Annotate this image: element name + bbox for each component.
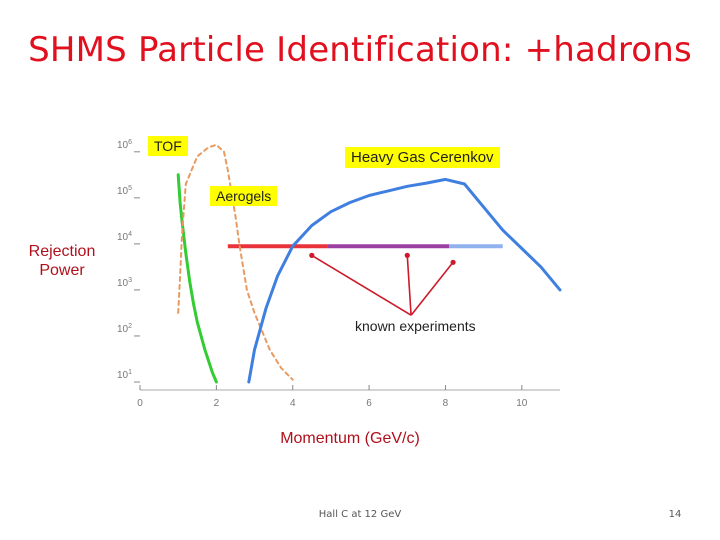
slide-title: SHMS Particle Identification: +hadrons: [28, 30, 692, 70]
y-tick-label: 101: [117, 369, 132, 381]
known-experiment-point: [309, 252, 315, 258]
slide-footer: Hall C at 12 GeV: [318, 509, 402, 520]
y-tick-label: 105: [117, 185, 132, 197]
x-axis-label: Momentum (GeV/c): [280, 430, 420, 447]
chart-series: [176, 143, 562, 384]
known-experiment-arrow: [406, 255, 412, 316]
known-experiment-point: [404, 252, 410, 258]
y-tick-label: 103: [117, 277, 132, 289]
x-tick-label: 4: [290, 398, 296, 409]
x-tick-label: 0: [137, 398, 143, 409]
x-tick-label: 8: [443, 398, 449, 409]
series-tof-line: [176, 173, 218, 384]
known-experiment-arrow: [410, 261, 454, 316]
x-tick-label: 2: [214, 398, 220, 409]
known-experiments-arrows: [309, 252, 456, 316]
tof-label: TOF: [148, 136, 188, 156]
aerogels-label: Aerogels: [210, 186, 278, 206]
known-experiments-label: known experiments: [355, 318, 476, 334]
heavy-gas-cerenkov-label: Heavy Gas Cerenkov: [345, 147, 500, 168]
series-hgc-line: [247, 177, 562, 384]
known-experiment-point: [450, 259, 456, 265]
y-tick-label: 104: [117, 231, 132, 243]
y-tick-label: 102: [117, 323, 132, 335]
y-tick-label: 106: [117, 139, 132, 151]
x-tick-label: 10: [516, 398, 528, 409]
known-experiment-arrow: [311, 254, 412, 316]
y-axis-label: Rejection Power: [28, 243, 96, 279]
series-tof-alt-line: [177, 143, 294, 381]
chart-axes: 0 2 4 6 8 10 101 102 103 104 105 106: [117, 139, 560, 409]
x-tick-label: 6: [366, 398, 372, 409]
page-number: 14: [668, 509, 682, 520]
